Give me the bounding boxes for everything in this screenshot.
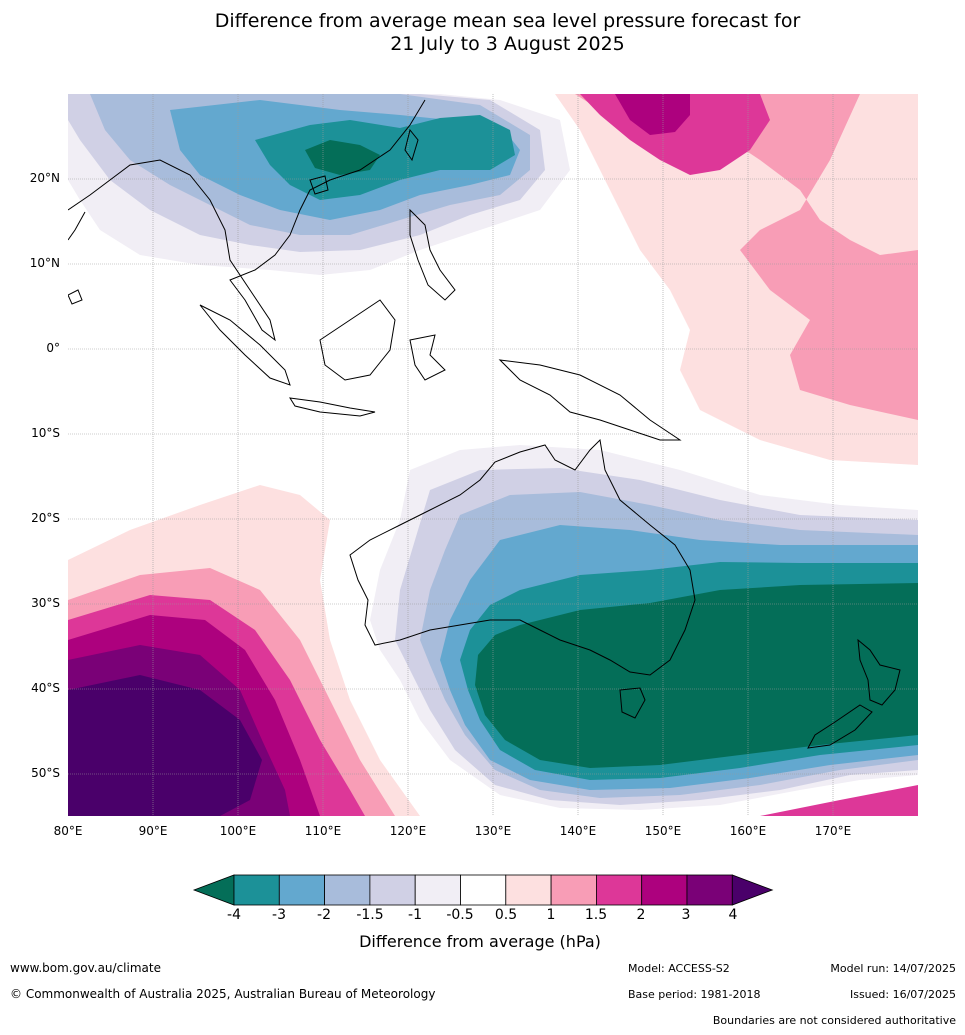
hainan-coast	[309, 175, 329, 195]
anomaly-positive-southeast	[760, 785, 918, 816]
taiwan-coast	[404, 128, 419, 162]
philippines-coast	[409, 208, 456, 301]
tasmania-coast	[619, 687, 646, 719]
lat-label-0: 0°	[46, 341, 60, 355]
new-zealand-north-coast	[857, 638, 901, 706]
colorbar-tick-10: 3	[681, 907, 691, 923]
colorbar-tick-5: -0.5	[446, 907, 474, 923]
graticule	[68, 94, 918, 816]
sulawesi-coast	[409, 334, 446, 381]
colorbar-tick-1: -3	[272, 907, 286, 923]
lat-label-20n: 20°N	[29, 171, 60, 185]
issued-text: Issued: 16/07/2025	[849, 988, 956, 1001]
lon-label-80e: 80°E	[53, 824, 83, 838]
lat-label-10s: 10°S	[31, 426, 60, 440]
lat-label-30s: 30°S	[31, 596, 60, 610]
lat-label-10n: 10°N	[29, 256, 60, 270]
lon-label-110e: 110°E	[304, 824, 342, 838]
model-text: Model: ACCESS-S2	[628, 962, 730, 975]
map-area	[68, 94, 918, 816]
colorbar-title: Difference from average (hPa)	[359, 932, 601, 951]
colorbar-tick-2: -2	[317, 907, 331, 923]
java-coast	[289, 397, 376, 417]
anomaly-positive-southwest	[68, 485, 420, 816]
new-guinea-coast	[498, 359, 682, 441]
lon-label-160e: 160°E	[729, 824, 767, 838]
coastlines	[68, 99, 901, 749]
website-link[interactable]: www.bom.gov.au/climate	[10, 961, 161, 975]
india-coast	[68, 211, 86, 241]
lon-label-150e: 150°E	[644, 824, 682, 838]
colorbar-tick-7: 1	[546, 907, 556, 923]
lon-label-170e: 170°E	[814, 824, 852, 838]
chart-title: Difference from average mean sea level p…	[0, 10, 965, 56]
asia-mainland-coast	[68, 99, 426, 342]
model-run-text: Model run: 14/07/2025	[830, 962, 956, 975]
sumatra-coast	[199, 304, 291, 386]
colorbar-tick-4: -1	[408, 907, 422, 923]
title-line-2: 21 July to 3 August 2025	[390, 33, 625, 55]
lon-label-90e: 90°E	[138, 824, 168, 838]
colorbar-tick-11: 4	[728, 907, 738, 923]
colorbar-tick-9: 2	[636, 907, 646, 923]
lon-label-140e: 140°E	[559, 824, 597, 838]
anomaly-negative-south	[370, 445, 918, 810]
sri-lanka-coast	[68, 289, 83, 305]
boundaries-note: Boundaries are not considered authoritat…	[712, 1014, 956, 1027]
australia-coast	[349, 438, 696, 676]
colorbar-tick-6: 0.5	[494, 907, 518, 923]
base-period-text: Base period: 1981-2018	[628, 988, 761, 1001]
lat-label-20s: 20°S	[31, 511, 60, 525]
lat-label-50s: 50°S	[31, 766, 60, 780]
colorbar-tick-8: 1.5	[584, 907, 608, 923]
lon-label-100e: 100°E	[219, 824, 257, 838]
title-line-1: Difference from average mean sea level p…	[214, 10, 801, 32]
borneo-coast	[319, 299, 396, 381]
colorbar-tick-3: -1.5	[356, 907, 384, 923]
copyright-text: © Commonwealth of Australia 2025, Austra…	[10, 987, 436, 1001]
anomaly-positive-northeast	[555, 94, 918, 465]
colorbar-tick-0: -4	[227, 907, 241, 923]
new-zealand-south-coast	[807, 704, 873, 749]
lat-label-40s: 40°S	[31, 681, 60, 695]
lon-label-130e: 130°E	[474, 824, 512, 838]
lon-label-120e: 120°E	[389, 824, 427, 838]
